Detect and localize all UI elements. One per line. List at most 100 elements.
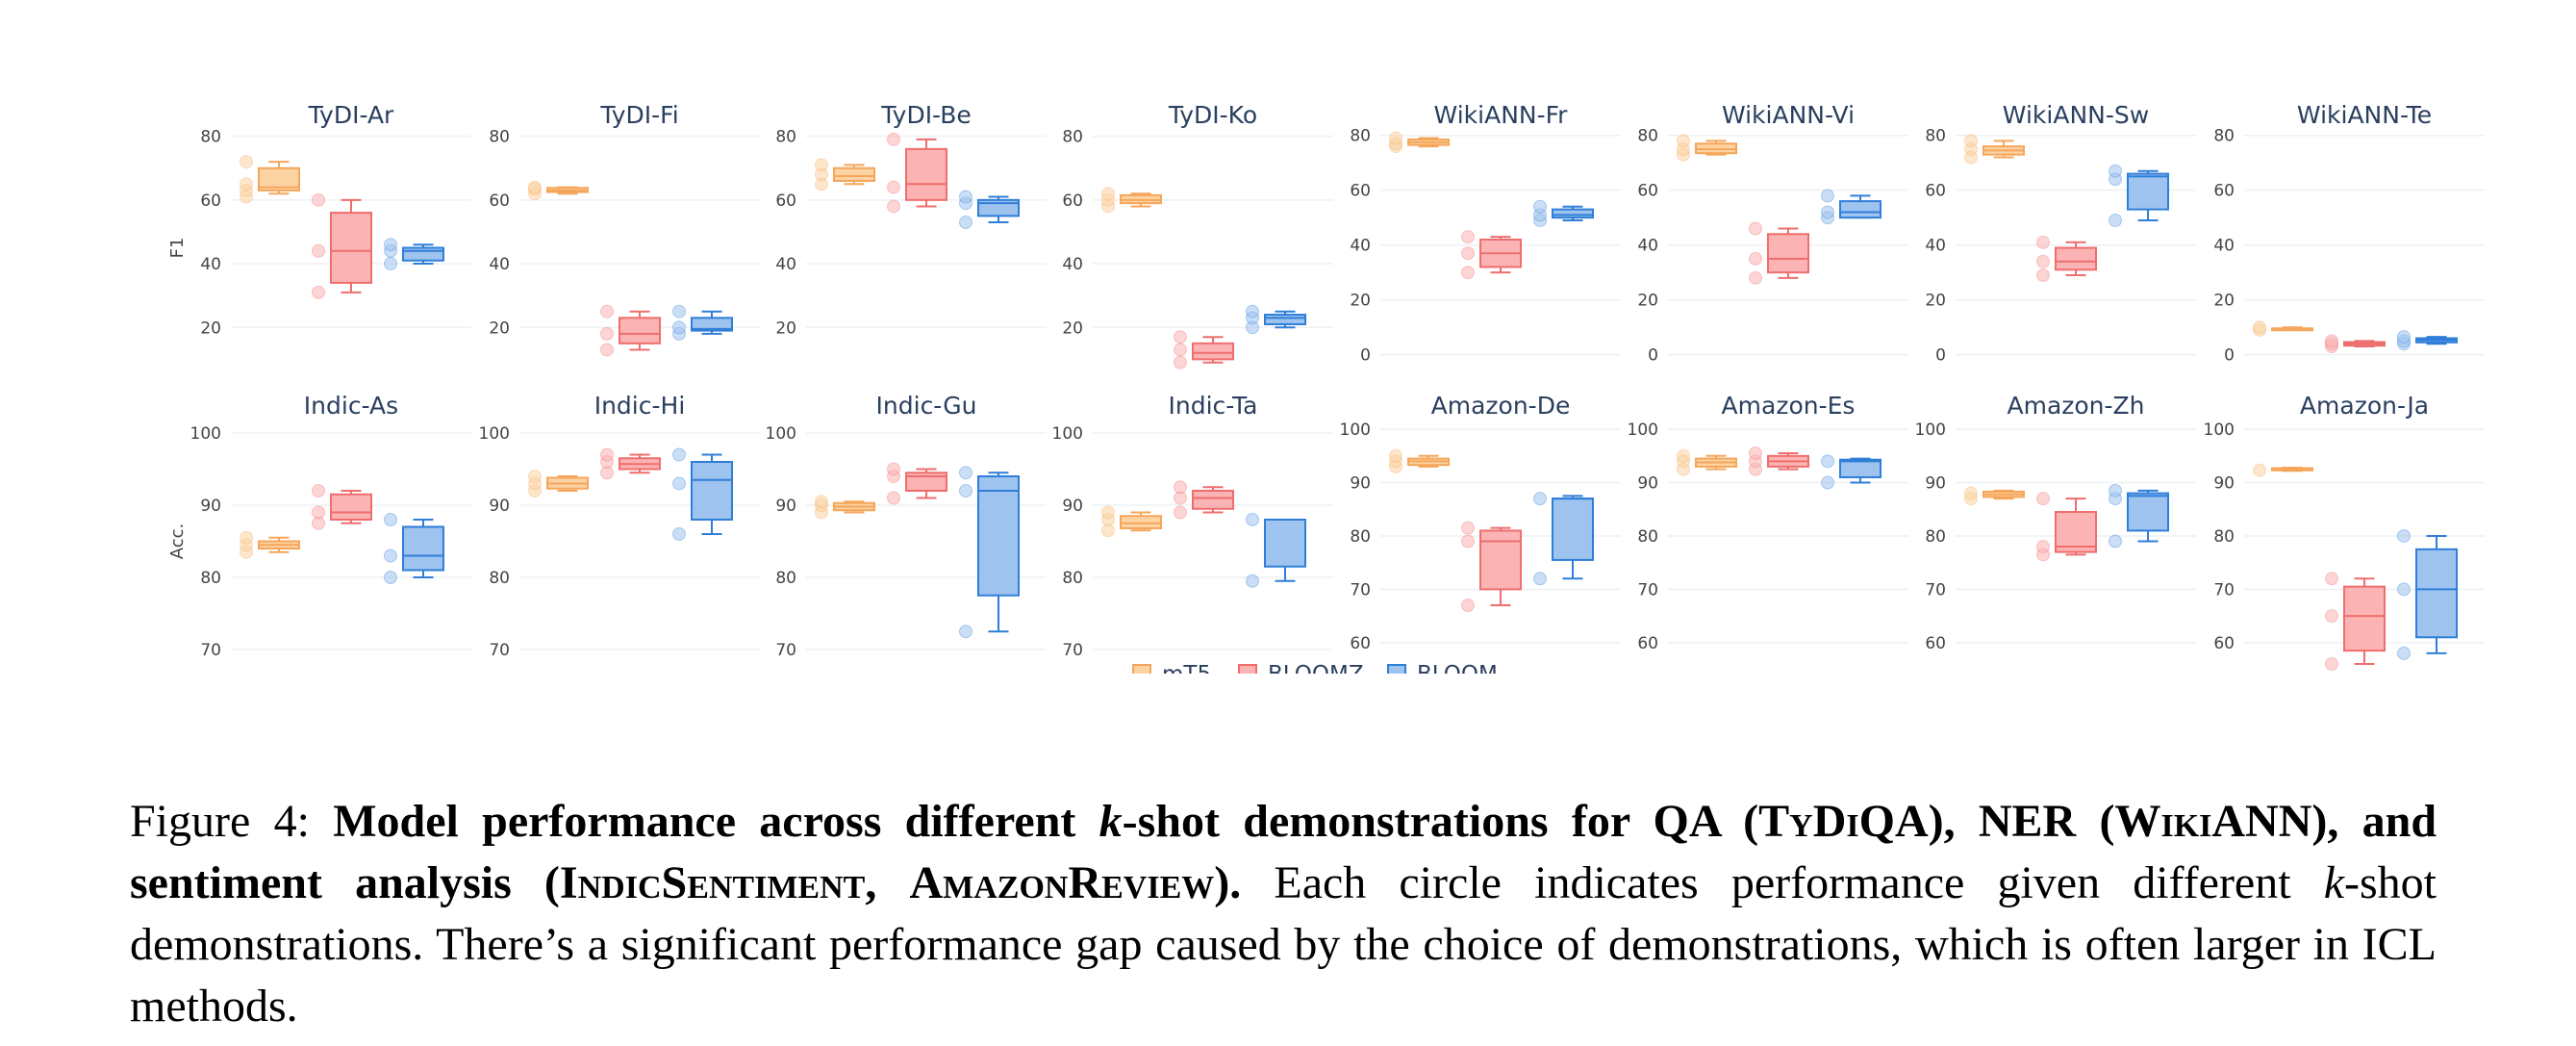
data-point bbox=[384, 257, 397, 271]
legend-swatch-bloomz bbox=[1238, 664, 1257, 674]
box-wikiann-te-mt5 bbox=[2253, 320, 2313, 337]
panel-amazon-ja: Amazon-Ja 60 70 80 90 100 bbox=[2204, 392, 2485, 671]
panel-amazon-es: Amazon-Es 60 70 80 90 100 bbox=[1628, 392, 1908, 653]
y-tick-label: 60 bbox=[1637, 182, 1658, 201]
y-tick-label: 100 bbox=[766, 424, 796, 444]
y-tick-label: 60 bbox=[1637, 634, 1658, 653]
y-tick-label: 70 bbox=[1350, 580, 1371, 600]
y-tick-label: 80 bbox=[775, 128, 796, 147]
data-point bbox=[1749, 221, 1762, 236]
panel-title-indic-hi: Indic-Hi bbox=[594, 392, 686, 420]
data-point bbox=[959, 484, 972, 497]
panel-title-wikiann-vi: WikiANN-Vi bbox=[1722, 101, 1855, 129]
figure-caption: Figure 4: Model performance across diffe… bbox=[130, 791, 2437, 1037]
data-point bbox=[1101, 505, 1115, 520]
box-indic-gu-bloom bbox=[959, 466, 1020, 639]
box-amazon-zh-bloomz bbox=[2036, 492, 2097, 562]
panel-title-wikiann-sw: WikiANN-Sw bbox=[2003, 101, 2149, 129]
legend-item-mt5[interactable]: mT5 bbox=[1132, 662, 1211, 674]
legend-item-bloomz[interactable]: BLOOMZ bbox=[1238, 662, 1364, 674]
data-point bbox=[1964, 486, 1978, 500]
data-point bbox=[959, 216, 972, 230]
iqr-box bbox=[1552, 208, 1594, 219]
iqr-box bbox=[2055, 246, 2097, 271]
box-amazon-es-bloomz bbox=[1749, 446, 1809, 476]
data-point bbox=[1174, 355, 1187, 370]
data-point bbox=[1174, 343, 1187, 357]
caption-amazonreview: AmazonReview bbox=[909, 857, 1215, 908]
box-wikiann-fr-mt5 bbox=[1389, 131, 1450, 154]
panel-title-indic-as: Indic-As bbox=[304, 392, 398, 420]
panel-title-tydi-ar: TyDI-Ar bbox=[308, 101, 394, 129]
data-point bbox=[2036, 492, 2050, 506]
iqr-box bbox=[330, 493, 372, 521]
panel-wikiann-fr: WikiANN-Fr 0 20 40 60 80 bbox=[1350, 101, 1621, 366]
y-tick-label: 20 bbox=[1350, 292, 1371, 311]
panel-title-indic-gu: Indic-Gu bbox=[876, 392, 977, 420]
data-point bbox=[2325, 657, 2338, 671]
y-tick-label: 70 bbox=[2213, 580, 2235, 600]
iqr-box bbox=[1192, 490, 1234, 510]
box-tydi-fi-mt5 bbox=[528, 180, 589, 201]
caption-bold-6: ). bbox=[1214, 857, 1242, 908]
panel-indic-as: Indic-As 70 80 90 100 bbox=[190, 392, 471, 660]
y-tick-label: 70 bbox=[775, 641, 796, 660]
data-point bbox=[1246, 513, 1259, 526]
caption-bold-text: Model performance across different k-sho… bbox=[130, 796, 2437, 908]
box-indic-hi-bloom bbox=[672, 447, 733, 541]
y-tick-label: 90 bbox=[2213, 474, 2235, 494]
panel-wikiann-te: WikiANN-Te 0 20 40 60 80 bbox=[2213, 101, 2485, 366]
legend-item-bloom[interactable]: BLOOM bbox=[1387, 662, 1498, 674]
y-tick-label: 20 bbox=[775, 319, 796, 338]
caption-figure-label: Figure 4: bbox=[130, 796, 310, 847]
y-tick-label: 20 bbox=[200, 319, 221, 338]
y-tick-label: 80 bbox=[2213, 127, 2235, 146]
box-indic-hi-mt5 bbox=[528, 470, 589, 497]
data-point bbox=[528, 180, 542, 194]
y-tick-label: 70 bbox=[1062, 641, 1083, 660]
box-indic-as-bloomz bbox=[312, 484, 372, 530]
data-point bbox=[2325, 334, 2338, 348]
box-amazon-ja-bloom bbox=[2397, 528, 2458, 660]
y-tick-label: 40 bbox=[1062, 255, 1083, 274]
data-point bbox=[1461, 230, 1475, 244]
data-point bbox=[1533, 199, 1547, 214]
y-tick-label: 90 bbox=[1925, 474, 1946, 494]
caption-tydiqa: TyDiQA bbox=[1758, 796, 1929, 847]
y-tick-label: 70 bbox=[1925, 580, 1946, 600]
data-point bbox=[959, 466, 972, 480]
panel-title-amazon-ja: Amazon-Ja bbox=[2300, 392, 2429, 420]
legend-swatch-bloom bbox=[1387, 664, 1406, 674]
box-indic-gu-mt5 bbox=[815, 495, 875, 520]
y-tick-label: 70 bbox=[200, 641, 221, 660]
y-tick-label: 90 bbox=[200, 497, 221, 516]
iqr-box bbox=[2055, 511, 2097, 553]
caption-bold-3: ), NER ( bbox=[1928, 796, 2115, 847]
figure-panel-grid: F1 TyDI-Ar 20 40 60 80 TyDI-Fi 20 40 60 80 TyDI-Be 2… bbox=[167, 101, 2485, 674]
box-indic-as-bloom bbox=[384, 513, 444, 584]
data-point bbox=[887, 199, 900, 214]
box-wikiann-vi-mt5 bbox=[1677, 134, 1737, 162]
y-tick-label: 80 bbox=[2213, 527, 2235, 547]
data-point bbox=[672, 320, 686, 335]
y-tick-label: 40 bbox=[200, 255, 221, 274]
box-wikiann-fr-bloomz bbox=[1461, 230, 1522, 280]
data-point bbox=[2109, 214, 2122, 228]
data-point bbox=[1749, 446, 1762, 461]
iqr-box bbox=[905, 147, 947, 201]
data-point bbox=[672, 447, 686, 462]
panel-indic-gu: Indic-Gu 70 80 90 100 bbox=[766, 392, 1047, 660]
data-point bbox=[887, 132, 900, 146]
y-tick-label: 80 bbox=[489, 128, 510, 147]
data-point bbox=[672, 527, 686, 541]
panel-title-tydi-be: TyDI-Be bbox=[880, 101, 971, 129]
data-point bbox=[1821, 189, 1834, 203]
iqr-box bbox=[1839, 200, 1881, 219]
iqr-box bbox=[833, 166, 875, 182]
data-point bbox=[2109, 164, 2122, 178]
box-tydi-ko-bloomz bbox=[1174, 330, 1234, 370]
iqr-box bbox=[1120, 515, 1162, 529]
y-tick-label: 80 bbox=[1350, 527, 1371, 547]
row-ylabel-2: Acc. bbox=[167, 523, 188, 560]
iqr-box bbox=[1479, 529, 1522, 591]
